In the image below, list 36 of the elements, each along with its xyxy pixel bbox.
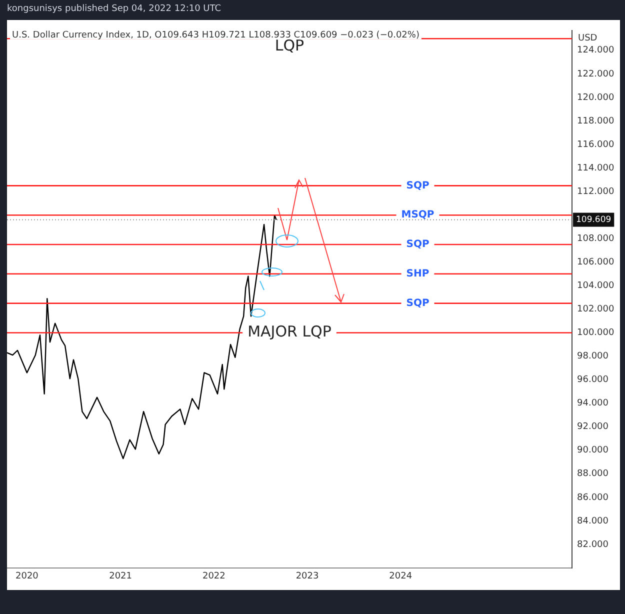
y-tick-label: 88.000 — [577, 469, 609, 480]
ref-line-label: SQP — [406, 180, 430, 192]
y-tick-label: 114.000 — [577, 163, 614, 174]
ref-line-label: 109.609 — [576, 214, 612, 225]
y-tick-label: 100.000 — [577, 328, 614, 338]
y-tick-label: 98.000 — [577, 352, 609, 362]
y-tick-label: 84.000 — [577, 516, 609, 526]
y-tick-label: 116.000 — [577, 140, 614, 150]
y-tick-label: 86.000 — [577, 492, 609, 503]
x-tick-label: 2022 — [202, 572, 226, 582]
y-tick-label: 106.000 — [577, 257, 614, 268]
y-tick-label: 96.000 — [577, 375, 609, 386]
y-tick-label: 124.000 — [577, 46, 614, 56]
x-tick-label: 2024 — [389, 572, 412, 582]
y-tick-label: 120.000 — [577, 92, 614, 103]
y-tick-label: 112.000 — [577, 186, 614, 197]
y-axis-title: USD — [578, 34, 598, 44]
y-tick-label: 108.000 — [577, 234, 614, 244]
y-tick-label: 94.000 — [577, 398, 609, 409]
y-tick-label: 92.000 — [577, 422, 609, 432]
y-tick-label: 102.000 — [577, 304, 614, 315]
y-tick-label: 104.000 — [577, 281, 614, 292]
ref-line-label: SQP — [406, 239, 430, 250]
y-tick-label: 122.000 — [577, 69, 614, 80]
ref-line-label: MAJOR LQP — [248, 322, 332, 341]
ref-line-label: MSQP — [401, 210, 434, 221]
y-tick-label: 90.000 — [577, 446, 609, 456]
chart-subtitle: kongsunisys published Sep 04, 2022 12:10 UTC — [7, 4, 222, 14]
x-tick-label: 2021 — [109, 572, 132, 582]
ref-line-label: SQP — [406, 298, 430, 309]
x-tick-label: 2020 — [15, 572, 39, 582]
ref-line-label: SHP — [406, 268, 430, 280]
chart-title: U.S. Dollar Currency Index, 1D, O109.643 H109.721 L108.933 C109.609 −0.023 (−0.02%) — [12, 30, 420, 41]
y-tick-label: 118.000 — [577, 116, 614, 126]
y-tick-label: 82.000 — [577, 540, 609, 550]
x-tick-label: 2023 — [296, 572, 319, 582]
